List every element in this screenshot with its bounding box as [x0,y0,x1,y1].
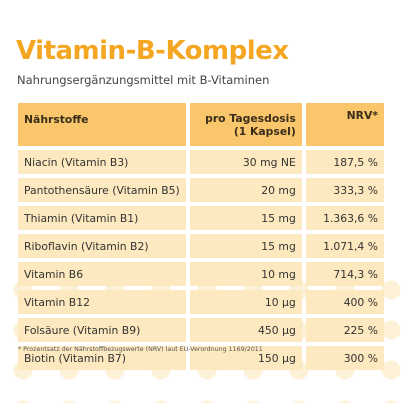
nutrient-nrv: 1.071,4 % [305,234,384,258]
nutrient-name: Riboflavin (Vitamin B2) [18,234,186,258]
nutrient-name: Vitamin B6 [18,262,186,286]
table-row: Biotin (Vitamin B7) 150 µg 300 % [18,346,384,370]
table-row: Niacin (Vitamin B3) 30 mg NE 187,5 % [18,150,384,174]
header-nutrients: Nährstoffe [18,103,186,146]
nutrient-name: Vitamin B12 [18,290,186,314]
nutrient-nrv: 333,3 % [305,178,384,202]
nutrient-nrv: 1.363,6 % [305,206,384,230]
nutrient-table: Nährstoffe pro Tagesdosis (1 Kapsel) NRV… [14,99,388,374]
table-row: Vitamin B12 10 µg 400 % [18,290,384,314]
nutrient-dose: 10 µg [189,290,302,314]
nutrient-name: Pantothensäure (Vitamin B5) [18,178,186,202]
table-row: Folsäure (Vitamin B9) 450 µg 225 % [18,318,384,342]
nutrient-dose: 10 mg [189,262,302,286]
page-subtitle: Nahrungsergänzungsmittel mit B-Vitaminen [17,73,270,87]
table-row: Vitamin B6 10 mg 714,3 % [18,262,384,286]
page-title: Vitamin-B-Komplex [16,36,289,66]
nutrient-nrv: 300 % [305,346,384,370]
table-header-row: Nährstoffe pro Tagesdosis (1 Kapsel) NRV… [18,103,384,146]
nutrient-name: Thiamin (Vitamin B1) [18,206,186,230]
nutrient-dose: 30 mg NE [189,150,302,174]
header-nrv: NRV* [305,103,384,146]
nutrient-nrv: 187,5 % [305,150,384,174]
nutrient-name: Niacin (Vitamin B3) [18,150,186,174]
header-daily-dose-line1: pro Tagesdosis [205,111,296,125]
nutrient-nrv: 225 % [305,318,384,342]
table-row: Riboflavin (Vitamin B2) 15 mg 1.071,4 % [18,234,384,258]
nutrient-nrv: 714,3 % [305,262,384,286]
nutrient-nrv: 400 % [305,290,384,314]
header-daily-dose: pro Tagesdosis (1 Kapsel) [189,103,302,146]
nutrient-dose: 20 mg [189,178,302,202]
nutrient-dose: 450 µg [189,318,302,342]
table-row: Thiamin (Vitamin B1) 15 mg 1.363,6 % [18,206,384,230]
nutrient-dose: 15 mg [189,206,302,230]
footnote: * Prozentsatz der Nährstoffbezugswerte (… [18,346,263,353]
header-daily-dose-line2: (1 Kapsel) [233,124,296,138]
nutrient-dose: 15 mg [189,234,302,258]
nutrient-name: Biotin (Vitamin B7) [18,346,186,370]
table-row: Pantothensäure (Vitamin B5) 20 mg 333,3 … [18,178,384,202]
nutrient-name: Folsäure (Vitamin B9) [18,318,186,342]
nutrient-dose: 150 µg [189,346,302,370]
